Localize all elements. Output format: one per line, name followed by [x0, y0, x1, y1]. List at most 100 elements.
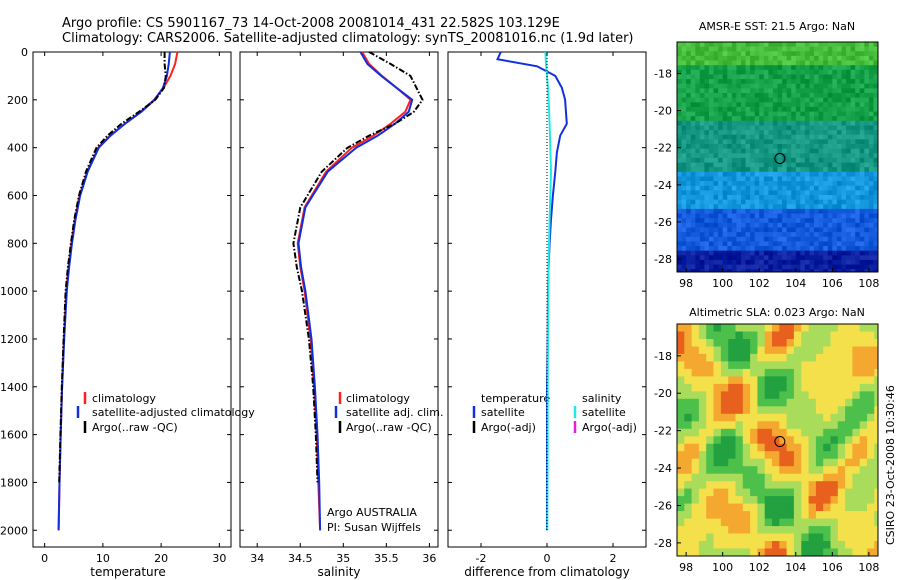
map-cell: [845, 361, 853, 370]
map-cell: [855, 204, 861, 210]
map-cell: [823, 171, 829, 177]
difference-legend: temperature satellite Argo(-adj) salinit…: [472, 392, 637, 434]
map-cell: [823, 65, 829, 71]
map-cell: [855, 65, 861, 71]
map-cell: [677, 391, 685, 400]
map-cell: [691, 346, 700, 355]
map-cell: [698, 541, 707, 550]
map-cell: [809, 232, 815, 238]
map-cell: [699, 83, 705, 89]
map-cell: [832, 246, 838, 252]
map-cell: [827, 227, 833, 233]
map-cell: [837, 511, 846, 520]
map-cell: [800, 60, 806, 66]
map-cell: [709, 246, 715, 252]
map-cell: [868, 264, 875, 270]
map-cell: [804, 213, 811, 219]
map-cell: [873, 204, 878, 210]
map-cell: [704, 116, 710, 122]
map-cell: [874, 361, 878, 370]
map-cell: [718, 259, 724, 266]
map-cell: [793, 368, 802, 377]
map-cell: [757, 473, 766, 482]
map-cell: [873, 167, 878, 173]
map-cell: [709, 130, 715, 136]
map-cell: [873, 153, 878, 159]
map-cell: [698, 353, 707, 362]
map-cell: [713, 130, 719, 136]
map-cell: [793, 353, 802, 362]
map-cell: [846, 46, 852, 52]
map-cell: [795, 208, 801, 215]
map-cell: [846, 102, 852, 108]
map-cell: [757, 541, 766, 550]
map-cell: [830, 339, 839, 348]
map-cell: [731, 259, 737, 266]
map-cell: [742, 458, 751, 467]
map-cell: [823, 102, 829, 108]
map-cell: [713, 190, 719, 196]
map-cell: [800, 181, 806, 187]
map-cell: [882, 369, 890, 377]
map-cell: [698, 398, 707, 407]
salinity-ticks: 34 34.5 35 35.5 36: [240, 51, 438, 565]
map-cell: [814, 167, 820, 173]
map-cell: [777, 111, 783, 117]
map-cell: [706, 406, 715, 415]
map-cell: [731, 269, 737, 272]
map-cell: [832, 264, 838, 270]
y-tick-label: 1000: [0, 285, 28, 298]
map-cell: [772, 451, 780, 460]
map-cell: [832, 83, 838, 89]
map-cell: [777, 102, 783, 108]
map-cell: [804, 227, 811, 233]
map-cell: [878, 126, 883, 131]
y-tick-label: -26: [654, 499, 672, 512]
map-cell: [795, 69, 801, 75]
map-cell: [864, 116, 870, 122]
map-cell: [786, 376, 795, 385]
map-cell: [808, 466, 817, 475]
map-cell: [759, 153, 765, 159]
map-cell: [791, 236, 797, 242]
map-cell: [727, 157, 733, 164]
map-cell: [690, 250, 696, 256]
y-tick-label: -20: [654, 387, 672, 400]
map-cell: [850, 269, 856, 272]
map-cell: [704, 255, 710, 261]
map-cell: [874, 421, 878, 430]
map-cell: [850, 167, 856, 173]
map-cell: [782, 208, 788, 215]
map-cell: [878, 121, 883, 126]
map-cell: [735, 353, 744, 362]
map-cell: [722, 190, 728, 196]
map-cell: [768, 88, 774, 94]
map-cell: [818, 255, 824, 261]
map-cell: [786, 421, 795, 430]
map-cell: [686, 139, 692, 145]
map-cell: [709, 148, 715, 154]
map-cell: [800, 255, 806, 261]
map-cell: [690, 157, 696, 164]
map-cell: [795, 241, 801, 247]
map-cell: [804, 83, 811, 89]
map-cell: [850, 120, 856, 126]
map-cell: [741, 269, 747, 272]
map-cell: [681, 176, 687, 182]
map-cell: [741, 55, 747, 62]
map-cell: [779, 398, 788, 407]
map-cell: [801, 331, 810, 340]
map-cell: [695, 83, 701, 89]
map-cell: [779, 421, 788, 430]
map-cell: [878, 200, 883, 205]
map-cell: [759, 199, 765, 205]
map-cell: [823, 406, 832, 415]
map-cell: [818, 148, 824, 154]
map-cell: [874, 353, 878, 362]
map-cell: [772, 255, 779, 261]
map-cell: [791, 65, 797, 71]
legend-label-climatology: climatology: [346, 392, 410, 405]
map-cell: [745, 65, 751, 71]
map-cell: [713, 97, 719, 103]
map-cell: [841, 93, 847, 99]
